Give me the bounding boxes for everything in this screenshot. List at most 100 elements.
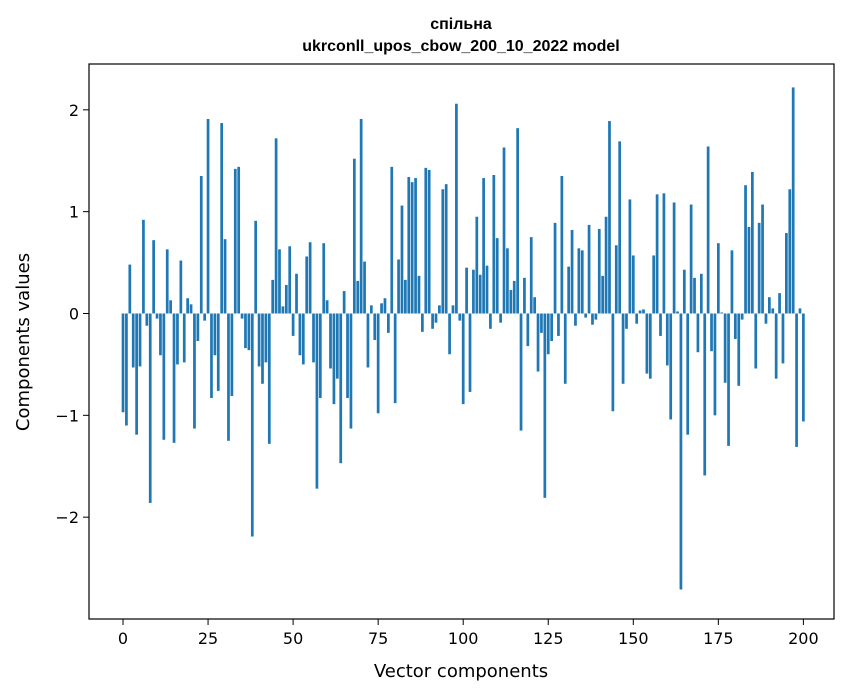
bar [213, 313, 217, 356]
bar [543, 313, 547, 498]
bar [774, 313, 778, 379]
bar [580, 250, 584, 314]
bar [356, 280, 360, 314]
bar [679, 313, 683, 590]
bar [148, 313, 152, 503]
bar [315, 313, 319, 489]
bar [560, 176, 564, 314]
bar [785, 233, 788, 314]
bar [536, 313, 540, 372]
bar [295, 273, 298, 314]
bar [424, 167, 428, 314]
x-tick-label: 175 [703, 629, 734, 648]
x-tick-label: 150 [618, 629, 649, 648]
bar [461, 313, 465, 405]
bar [611, 313, 615, 412]
bar [597, 228, 601, 314]
bar [506, 248, 509, 314]
bar [138, 313, 142, 367]
bar [193, 313, 196, 429]
bar [247, 313, 251, 351]
bar [669, 313, 673, 420]
bar [751, 171, 754, 314]
x-tick-label: 75 [368, 629, 388, 648]
bar [233, 168, 237, 314]
bar [414, 178, 417, 314]
bar [176, 313, 179, 365]
bar [240, 313, 244, 319]
bar [768, 297, 771, 314]
bar [591, 313, 594, 325]
bar [216, 313, 220, 391]
bar [325, 300, 329, 314]
bar [359, 118, 363, 314]
bar [206, 118, 210, 314]
bar [329, 313, 332, 369]
bar [557, 313, 560, 336]
bar [468, 313, 472, 392]
bar [689, 204, 693, 314]
bar [162, 313, 166, 440]
bar [662, 193, 666, 314]
bar [618, 141, 622, 314]
bar [438, 305, 441, 314]
y-tick-label: −2 [55, 508, 79, 527]
bar [172, 313, 176, 443]
bar [710, 313, 713, 352]
bar [380, 303, 383, 314]
bar [771, 308, 775, 314]
x-axis-label: Vector components [374, 661, 548, 682]
bar [655, 194, 659, 314]
bar [182, 313, 186, 363]
bar [159, 313, 162, 356]
bar [288, 246, 292, 314]
bar [230, 313, 234, 396]
bar [465, 267, 468, 314]
bar [312, 313, 315, 363]
bar [730, 250, 734, 314]
bar [601, 275, 605, 314]
y-axis-label: Components values [13, 253, 34, 431]
bar [574, 313, 577, 326]
bar [492, 175, 496, 314]
bar [441, 189, 445, 314]
bar [604, 216, 608, 314]
bar [339, 313, 343, 464]
bar [427, 169, 431, 314]
bar [516, 128, 519, 314]
bar [553, 222, 557, 314]
bar [584, 313, 588, 318]
bar [305, 256, 309, 314]
bar [278, 249, 281, 314]
bar [723, 313, 727, 383]
bar [387, 313, 390, 333]
bar [686, 313, 690, 435]
bar [434, 313, 438, 323]
bar [383, 298, 387, 314]
x-tick-label: 200 [788, 629, 819, 648]
bar [788, 189, 792, 314]
bar [186, 298, 190, 314]
bar [795, 313, 798, 447]
bar [676, 311, 679, 314]
bar [410, 182, 414, 314]
bar [737, 313, 741, 386]
y-axis-ticks: −2 −1 0 1 2 [55, 101, 89, 527]
bar [250, 313, 254, 537]
y-tick-label: −1 [55, 406, 79, 425]
bars-group [121, 87, 805, 590]
y-tick-label: 1 [69, 203, 79, 222]
bar [196, 313, 200, 341]
bar [478, 274, 482, 314]
bar [227, 313, 230, 441]
bar [393, 313, 397, 404]
bar [523, 277, 526, 314]
bar [155, 313, 159, 319]
bar [682, 269, 686, 314]
bar [131, 313, 135, 368]
bar [369, 305, 373, 314]
bar [203, 313, 207, 321]
bar [189, 304, 193, 314]
bar [713, 313, 717, 416]
bar [791, 87, 795, 314]
